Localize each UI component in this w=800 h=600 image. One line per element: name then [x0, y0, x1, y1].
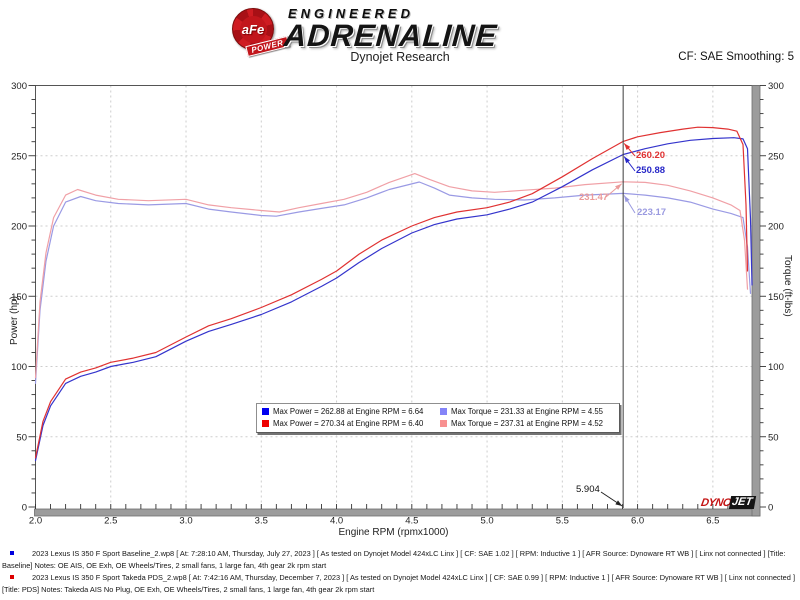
rpm-tick-label: 3.0 [179, 516, 192, 527]
legend-entry-label: Max Power = 270.34 at Engine RPM = 6.40 [273, 419, 424, 428]
brand-wordmark: ENGINEERED ADRENALINE [283, 6, 499, 53]
legend-entry-label: Max Power = 262.88 at Engine RPM = 6.64 [273, 407, 424, 416]
power-tick-label: 150 [11, 292, 27, 303]
rpm-tick-label: 6.5 [706, 516, 719, 527]
rpm-tick-label: 4.5 [405, 516, 418, 527]
rpm-tick-label: 3.5 [255, 516, 268, 527]
y-axis-title-power: Power (hp) [9, 296, 20, 345]
rpm-tick-label: 4.0 [330, 516, 343, 527]
pds-torque-curve [34, 173, 749, 379]
power-tick-label: 0 [22, 503, 27, 514]
x-axis-title-rpm: Engine RPM (rpmx1000) [338, 527, 449, 538]
torque-tick-label: 50 [768, 432, 779, 443]
afe-power-badge-icon: aFe POWER [232, 8, 290, 58]
legend-entry: Max Power = 270.34 at Engine RPM = 6.40 [262, 418, 440, 430]
rpm-tick-label: 5.0 [480, 516, 493, 527]
annotation-arrowhead [615, 500, 623, 506]
annotation-arrowhead [615, 183, 622, 190]
pds-power-curve [34, 126, 749, 459]
torque-axis-bar [751, 85, 761, 517]
cursor-readout-pds-torque: 231.47 [579, 192, 609, 203]
power-tick-label: 250 [11, 151, 27, 162]
cf-smoothing-status: CF: SAE Smoothing: 5 [678, 51, 794, 63]
badge-text: aFe [241, 21, 265, 37]
dynojet-logo-dyno: DYNO [699, 496, 732, 509]
cursor-readout-baseline-power: 250.88 [636, 165, 666, 176]
rpm-tick-label: 6.0 [631, 516, 644, 527]
y-axis-title-torque: Torque (ft-lbs) [782, 255, 793, 317]
legend-entry-label: Max Torque = 237.31 at Engine RPM = 4.52 [451, 419, 603, 428]
annotation-arrowhead [624, 143, 631, 150]
legend-entry: Max Power = 262.88 at Engine RPM = 6.64 [262, 406, 440, 418]
annotation-arrowhead [624, 156, 631, 164]
power-tick-label: 200 [11, 222, 27, 233]
baseline-torque-swatch-icon [440, 408, 447, 415]
legend-entry-label: Max Torque = 231.33 at Engine RPM = 4.55 [451, 407, 603, 416]
afe-brand-logo: aFe POWER ENGINEERED ADRENALINE [232, 6, 499, 58]
torque-tick-label: 200 [768, 222, 784, 233]
x-axis-bar [34, 508, 761, 517]
legend-entry: Max Torque = 237.31 at Engine RPM = 4.52 [440, 418, 614, 430]
rpm-tick-label: 2.0 [29, 516, 42, 527]
run-info-footer: 2023 Lexus IS 350 F Sport Baseline_2.wp8… [0, 548, 800, 596]
dynojet-logo-jet: JET [728, 496, 757, 509]
run-info-text: 2023 Lexus IS 350 F Sport Baseline_2.wp8… [2, 549, 786, 570]
baseline-power-curve [34, 137, 753, 462]
dynojet-logo: DYNO JET [699, 496, 757, 509]
run-info-pds: 2023 Lexus IS 350 F Sport Takeda PDS_2.w… [0, 572, 800, 596]
torque-tick-label: 100 [768, 362, 784, 373]
pds-run-bullet-icon [10, 575, 14, 579]
brand-line-engineered: ENGINEERED [288, 6, 414, 21]
baseline-torque-curve [34, 181, 752, 384]
max-values-legend: Max Power = 262.88 at Engine RPM = 6.64 … [256, 403, 620, 433]
power-tick-label: 300 [11, 81, 27, 92]
run-info-text: 2023 Lexus IS 350 F Sport Takeda PDS_2.w… [2, 573, 795, 594]
cursor-rpm-label: 5.904 [576, 484, 600, 495]
cursor-readout-pds-power: 260.20 [636, 150, 666, 161]
aperture-icon: aFe [232, 8, 274, 50]
baseline-run-bullet-icon [10, 551, 14, 555]
torque-tick-label: 0 [768, 503, 773, 514]
page-title: Dynojet Research [350, 50, 450, 64]
power-tick-label: 50 [16, 432, 27, 443]
pds-torque-swatch-icon [440, 420, 447, 427]
rpm-tick-label: 2.5 [104, 516, 117, 527]
annotation-arrowhead [624, 195, 630, 203]
torque-tick-label: 300 [768, 81, 784, 92]
baseline-power-swatch-icon [262, 408, 269, 415]
torque-tick-label: 150 [768, 292, 784, 303]
rpm-tick-label: 5.5 [556, 516, 569, 527]
cursor-readout-baseline-torque: 223.17 [637, 207, 667, 218]
legend-entry: Max Torque = 231.33 at Engine RPM = 4.55 [440, 406, 614, 418]
torque-tick-label: 250 [768, 151, 784, 162]
run-info-baseline: 2023 Lexus IS 350 F Sport Baseline_2.wp8… [0, 548, 800, 572]
pds-power-swatch-icon [262, 420, 269, 427]
power-tick-label: 100 [11, 362, 27, 373]
